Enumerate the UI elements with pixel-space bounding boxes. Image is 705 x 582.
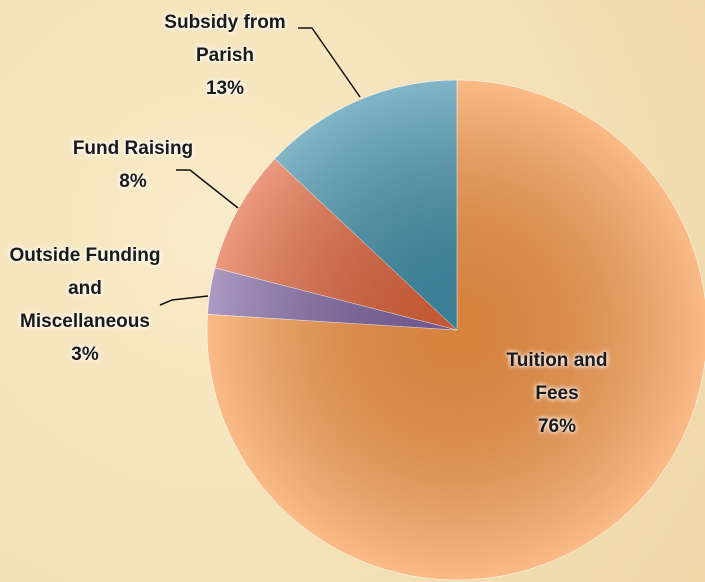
category-name: Subsidy from Parish	[164, 12, 286, 66]
value-label: 3%	[71, 344, 99, 365]
category-name: Outside Funding and Miscellaneous	[9, 245, 161, 332]
leader-line	[298, 27, 361, 98]
category-name: Fund Raising	[72, 138, 194, 159]
value-label: 76%	[537, 416, 577, 437]
value-label: 13%	[205, 78, 245, 99]
slice-label: Subsidy from Parish 13%	[150, 6, 300, 105]
slice-label: Tuition and Fees 76%	[487, 344, 627, 443]
category-name: Tuition and Fees	[506, 350, 608, 404]
slice-label: Fund Raising 8%	[63, 132, 203, 198]
value-label: 8%	[119, 171, 147, 192]
slice-label: Outside Funding and Miscellaneous 3%	[6, 239, 164, 371]
leader-line	[159, 295, 209, 306]
leader-line	[176, 169, 239, 209]
